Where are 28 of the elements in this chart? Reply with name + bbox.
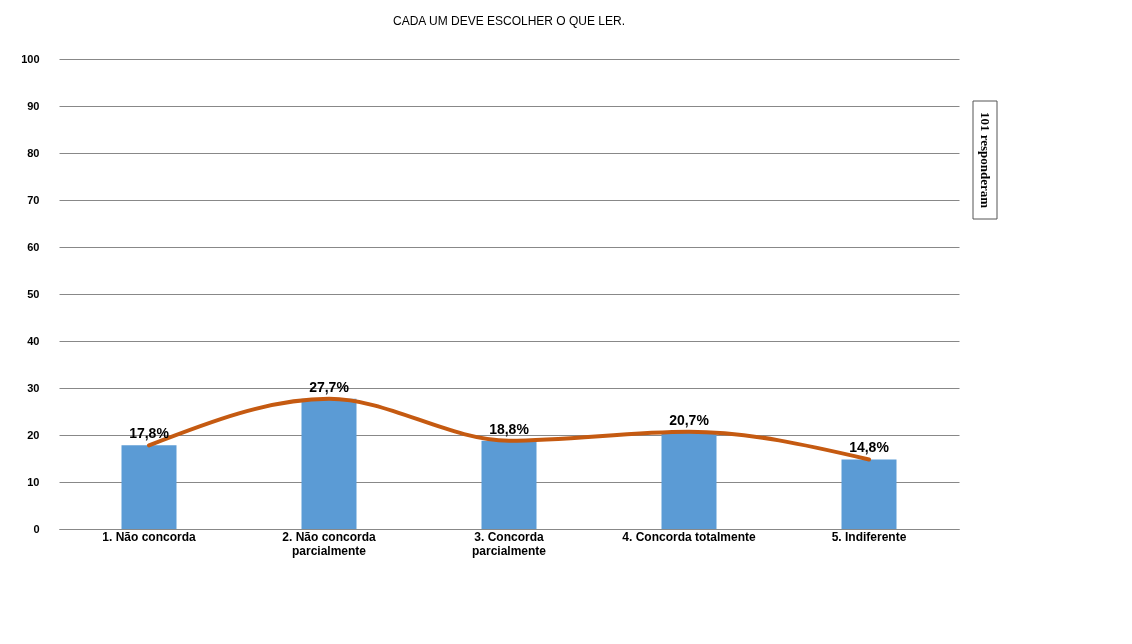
data-label: 17,8% (129, 425, 170, 442)
x-tick-label: 1. Não concorda (102, 529, 196, 544)
bar (481, 440, 537, 529)
bar (841, 459, 897, 529)
y-tick-label: 0 (33, 522, 40, 535)
y-tick-label: 100 (21, 52, 40, 65)
chart-title: CADA UM DEVE ESCOLHER O QUE LER. (392, 14, 626, 28)
data-label: 27,7% (309, 378, 350, 395)
y-tick-label: 40 (27, 334, 40, 347)
data-label: 14,8% (849, 439, 890, 456)
y-tick-label: 70 (27, 193, 40, 206)
bar (121, 445, 177, 529)
y-tick-label: 10 (27, 475, 40, 488)
data-label: 20,7% (669, 411, 710, 428)
y-tick-label: 20 (27, 428, 40, 441)
x-tick-label: 4. Concorda totalmente (622, 529, 756, 544)
text: 101 responderam (978, 111, 993, 209)
y-tick-label: 30 (27, 381, 40, 394)
data-label: 18,8% (489, 420, 530, 437)
x-tick-label: 3. Concorda parcialmente (471, 529, 547, 558)
x-tick-label: 5. Indiferente (831, 529, 907, 544)
y-tick-label: 60 (27, 240, 40, 253)
y-tick-label: 90 (27, 99, 40, 112)
bar (301, 398, 357, 529)
y-tick-label: 80 (27, 146, 40, 159)
bar (661, 431, 717, 529)
x-tick-label: 2. Não concorda parcialmente (282, 529, 376, 558)
y-tick-label: 50 (27, 287, 40, 300)
